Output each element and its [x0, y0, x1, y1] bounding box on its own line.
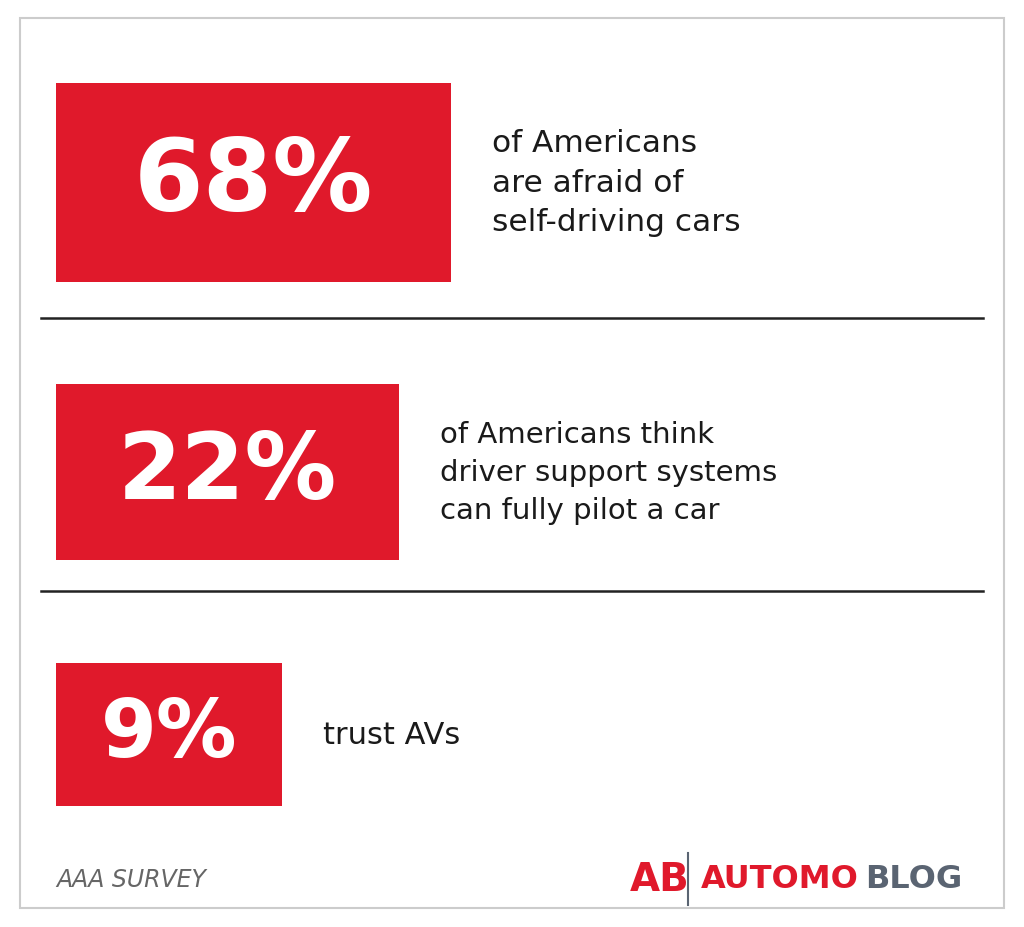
Text: 9%: 9%	[100, 695, 238, 774]
Text: of Americans think
driver support systems
can fully pilot a car: of Americans think driver support system…	[440, 421, 777, 525]
Text: AB: AB	[630, 860, 689, 897]
Text: AAA SURVEY: AAA SURVEY	[56, 867, 206, 891]
Bar	[56, 83, 451, 283]
Text: of Americans
are afraid of
self-driving cars: of Americans are afraid of self-driving …	[492, 129, 740, 237]
Text: 22%: 22%	[118, 428, 338, 517]
Bar	[56, 663, 282, 806]
Text: trust AVs: trust AVs	[323, 720, 460, 749]
Bar	[56, 385, 399, 561]
Text: 68%: 68%	[134, 134, 373, 232]
Text: BLOG: BLOG	[865, 863, 963, 895]
Text: AUTOMO: AUTOMO	[700, 863, 858, 895]
